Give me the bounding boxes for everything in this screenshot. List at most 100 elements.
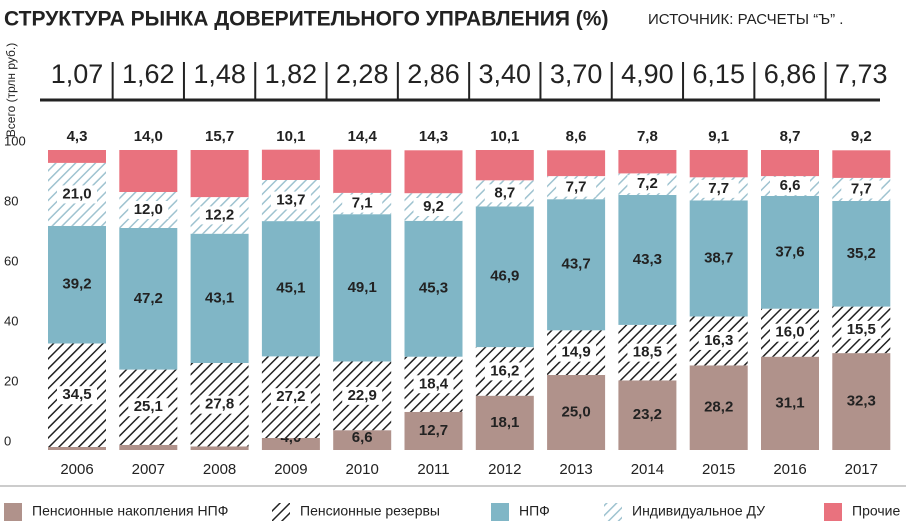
- total-value: 6,15: [692, 59, 745, 89]
- data-label: 9,2: [423, 198, 444, 215]
- data-label: 12,2: [205, 206, 234, 223]
- data-label: 45,3: [419, 280, 448, 297]
- bar-segment: [333, 214, 392, 362]
- total-value: 1,48: [193, 59, 246, 89]
- data-label: 14,9: [561, 344, 590, 361]
- data-label: 13,7: [276, 192, 305, 209]
- bar-segment: [261, 438, 320, 450]
- data-label: 6,6: [780, 177, 801, 194]
- label-bg: [841, 180, 882, 199]
- data-label: 7,7: [566, 179, 587, 196]
- bar-segment: [333, 149, 392, 193]
- chart-title: СТРУКТУРА РЫНКА ДОВЕРИТЕЛЬНОГО УПРАВЛЕНИ…: [4, 8, 608, 31]
- data-label: 25,1: [134, 398, 163, 415]
- data-label: 10,1: [490, 128, 519, 145]
- x-tick-label: 2017: [845, 461, 878, 478]
- total-value: 2,28: [336, 59, 389, 89]
- data-label: 25,0: [561, 403, 590, 420]
- data-label: 8,6: [566, 128, 587, 145]
- data-label: 47,2: [134, 290, 163, 307]
- legend-swatch: [491, 503, 509, 521]
- total-label: Всего (трлн руб.): [4, 43, 18, 137]
- data-label: 43,7: [561, 256, 590, 273]
- bar-segment: [689, 365, 748, 450]
- x-tick-label: 2013: [559, 461, 592, 478]
- data-label: 49,1: [348, 279, 377, 296]
- data-label: 37,6: [775, 243, 804, 260]
- data-label: 27,8: [205, 396, 234, 413]
- label-bg: [484, 362, 525, 381]
- bar-segment: [689, 200, 748, 317]
- bar-segment: [404, 411, 463, 450]
- bar-segment: [48, 225, 106, 344]
- x-tick-label: 2008: [203, 461, 236, 478]
- data-label: 18,4: [419, 375, 449, 392]
- label-bg: [698, 179, 739, 198]
- y-tick-label: 80: [4, 193, 18, 208]
- data-label: 7,7: [708, 180, 729, 197]
- data-label: 43,1: [205, 289, 234, 306]
- x-tick-label: 2016: [773, 461, 806, 478]
- data-label: 12,7: [419, 422, 448, 439]
- data-label: 15,7: [205, 128, 234, 145]
- bar-segment: [404, 220, 463, 357]
- bar-segment: [190, 233, 249, 363]
- label-bg: [199, 206, 240, 225]
- data-label: 12,0: [134, 201, 163, 218]
- data-label: 43,3: [633, 251, 662, 268]
- data-label: 16,0: [775, 324, 804, 341]
- data-label: 6,6: [352, 429, 373, 446]
- data-label: 10,1: [276, 128, 305, 145]
- bar-segment: [261, 149, 320, 180]
- legend-label: Пенсионные резервы: [300, 503, 440, 519]
- label-bg: [199, 395, 240, 414]
- bar-segment: [618, 195, 677, 325]
- data-label: 28,2: [704, 399, 733, 416]
- x-tick-label: 2006: [60, 461, 93, 478]
- data-label: 14,3: [419, 128, 448, 145]
- label-bg: [342, 194, 383, 213]
- bar-segment: [547, 199, 606, 331]
- legend-label: Пенсионные накопления НПФ: [32, 503, 228, 519]
- total-value: 6,86: [764, 59, 817, 89]
- bar-segment: [190, 446, 249, 450]
- label-bg: [484, 184, 525, 203]
- data-label: 39,2: [62, 276, 91, 293]
- bar-segment: [761, 195, 819, 309]
- label-bg: [698, 331, 739, 350]
- y-tick-label: 100: [4, 133, 26, 148]
- bar-segment: [761, 356, 819, 450]
- x-tick-label: 2012: [488, 461, 521, 478]
- total-value: 3,70: [550, 59, 603, 89]
- x-tick-label: 2010: [346, 461, 379, 478]
- bar-segment: [190, 150, 249, 198]
- total-value: 7,73: [835, 59, 888, 89]
- bar-segment: [475, 395, 534, 450]
- data-label: 16,2: [490, 362, 519, 379]
- bar-segment: [832, 150, 891, 178]
- data-label: 14,0: [134, 128, 163, 145]
- bar-segment: [618, 150, 677, 174]
- legend-swatch: [4, 503, 22, 521]
- label-bg: [57, 386, 97, 405]
- total-value: 1,07: [51, 59, 104, 89]
- legend-label: НПФ: [519, 503, 550, 519]
- data-label: 35,2: [847, 245, 876, 262]
- data-label: 18,5: [633, 344, 662, 361]
- legend-swatch: [272, 503, 290, 521]
- total-value: 4,90: [621, 59, 674, 89]
- data-label: 21,0: [62, 185, 91, 202]
- label-bg: [57, 185, 97, 204]
- data-label: 8,7: [494, 184, 515, 201]
- data-label: 15,5: [847, 321, 876, 338]
- data-label: 46,9: [490, 268, 519, 285]
- y-tick-label: 20: [4, 373, 18, 388]
- bar-segment: [404, 150, 463, 194]
- total-value: 2,86: [407, 59, 460, 89]
- data-label: 16,3: [704, 332, 733, 349]
- legend-swatch: [604, 503, 622, 521]
- data-label: 9,2: [851, 128, 872, 145]
- bar-segment: [333, 430, 392, 450]
- source: ИСТОЧНИК: РАСЧЕТЫ “Ъ” .: [648, 11, 843, 28]
